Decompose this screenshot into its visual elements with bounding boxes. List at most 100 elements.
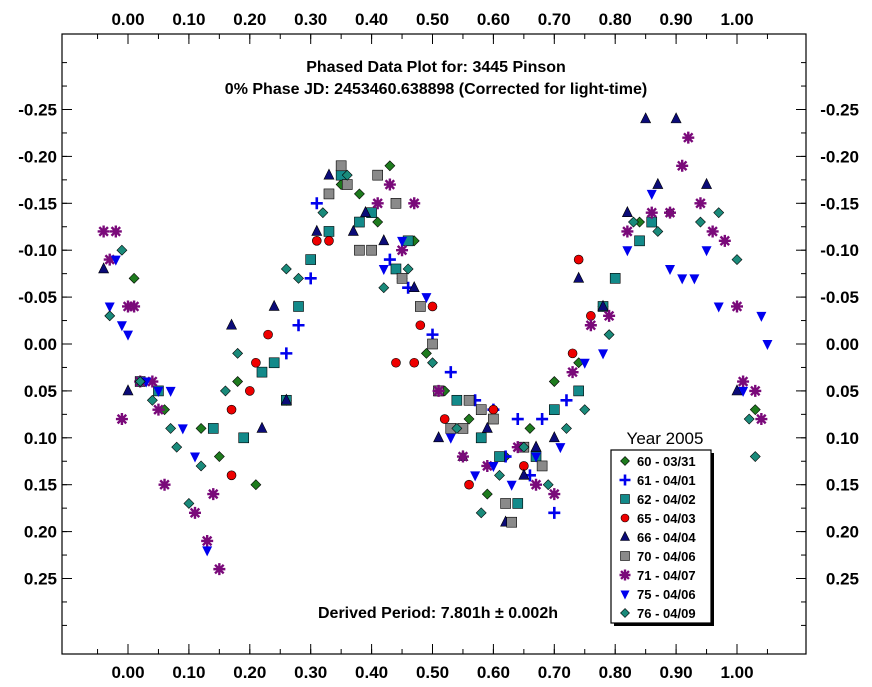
data-point xyxy=(354,244,365,256)
legend-label: 71 - 04/07 xyxy=(637,568,696,583)
data-point xyxy=(426,328,439,341)
data-point xyxy=(567,348,578,359)
data-point xyxy=(603,329,615,341)
data-point xyxy=(609,273,621,284)
data-point xyxy=(183,498,195,509)
data-point xyxy=(548,506,561,519)
data-point xyxy=(104,310,116,322)
x-tick-label-bottom: 0.50 xyxy=(416,663,449,682)
data-point xyxy=(213,563,226,576)
data-point xyxy=(128,300,141,313)
data-point xyxy=(506,516,517,528)
x-tick-label-bottom: 0.60 xyxy=(477,663,510,682)
y-tick-label-left: 0.20 xyxy=(24,523,57,542)
data-point xyxy=(195,460,207,472)
legend-items: 60 - 03/31 61 - 04/01 62 - 04/02 65 - 04/03… xyxy=(619,454,696,621)
y-tick-label-right: 0.15 xyxy=(826,476,859,495)
data-point xyxy=(293,272,304,284)
data-point xyxy=(506,480,517,491)
data-point xyxy=(220,385,231,397)
data-point xyxy=(396,244,409,257)
data-point xyxy=(378,234,390,246)
data-point xyxy=(481,421,493,433)
x-tick-label-bottom: 0.30 xyxy=(294,663,327,682)
data-point xyxy=(341,169,353,181)
chart-subtitle: 0% Phase JD: 2453460.638898 (Corrected f… xyxy=(225,81,647,98)
data-point xyxy=(664,206,677,219)
data-point xyxy=(226,318,238,330)
data-point xyxy=(701,246,712,257)
x-tick-label-top: 0.70 xyxy=(538,10,571,29)
y-tick-label-left: 0.15 xyxy=(24,476,57,495)
series-4 xyxy=(98,112,743,527)
data-point xyxy=(749,384,762,397)
data-point xyxy=(402,263,414,275)
data-point xyxy=(566,366,579,379)
data-point xyxy=(409,357,420,368)
data-point xyxy=(347,224,359,236)
data-point xyxy=(110,255,121,266)
x-tick-label-top: 1.00 xyxy=(720,10,753,29)
legend-title: Year 2005 xyxy=(627,429,704,448)
data-point xyxy=(488,413,499,425)
data-point xyxy=(310,197,323,210)
data-point xyxy=(335,160,347,172)
data-point xyxy=(408,197,421,210)
x-tick-label-top: 0.40 xyxy=(355,10,388,29)
y-tick-label-left: 0.10 xyxy=(24,429,57,448)
data-point xyxy=(122,384,134,396)
data-point xyxy=(280,347,293,360)
data-point xyxy=(195,422,207,434)
data-point xyxy=(470,471,481,482)
x-tick-label-top: 0.90 xyxy=(660,10,693,29)
data-point xyxy=(511,441,524,454)
data-point xyxy=(579,358,590,369)
data-point xyxy=(743,413,755,425)
data-point xyxy=(324,236,334,246)
data-point xyxy=(682,131,695,144)
data-point xyxy=(628,216,639,228)
y-tick-label-left: -0.05 xyxy=(18,288,57,307)
data-point xyxy=(694,197,707,210)
data-point xyxy=(372,169,383,181)
data-point xyxy=(317,207,329,219)
data-point xyxy=(518,441,530,453)
data-point xyxy=(311,236,322,246)
axis-ticks xyxy=(62,34,806,654)
y-tick-label-right: 0.20 xyxy=(826,523,859,542)
data-point xyxy=(762,340,773,350)
data-point xyxy=(445,433,456,444)
data-point xyxy=(731,300,743,313)
data-point xyxy=(323,188,335,200)
data-point xyxy=(494,451,505,462)
x-tick-label-top: 0.60 xyxy=(477,10,510,29)
tick-labels: 0.00 0.00 0.10 0.10 0.20 0.20 0.30 0.30 0.40 0.40… xyxy=(18,10,859,682)
data-point xyxy=(415,320,426,331)
x-tick-label-bottom: 0.90 xyxy=(660,663,693,682)
data-point xyxy=(292,319,305,332)
data-point xyxy=(456,450,469,463)
data-point xyxy=(207,488,220,501)
data-point xyxy=(677,274,688,285)
data-point xyxy=(573,385,584,397)
data-point xyxy=(421,293,432,304)
data-point xyxy=(573,271,585,283)
data-point xyxy=(390,263,402,275)
data-point xyxy=(737,375,750,388)
data-point xyxy=(213,451,225,462)
data-point xyxy=(738,386,749,397)
data-point xyxy=(177,424,188,435)
x-tick-label-bottom: 1.00 xyxy=(720,663,753,682)
data-point xyxy=(371,197,384,210)
data-point xyxy=(323,226,335,237)
y-tick-label-left: -0.20 xyxy=(18,147,57,166)
data-point xyxy=(103,253,116,266)
data-point xyxy=(494,469,505,481)
data-point xyxy=(584,319,597,332)
x-tick-label-top: 0.10 xyxy=(172,10,205,29)
data-point xyxy=(397,236,408,247)
data-point xyxy=(165,386,176,397)
data-point xyxy=(207,423,219,434)
data-point xyxy=(511,413,524,426)
data-point xyxy=(188,506,201,519)
